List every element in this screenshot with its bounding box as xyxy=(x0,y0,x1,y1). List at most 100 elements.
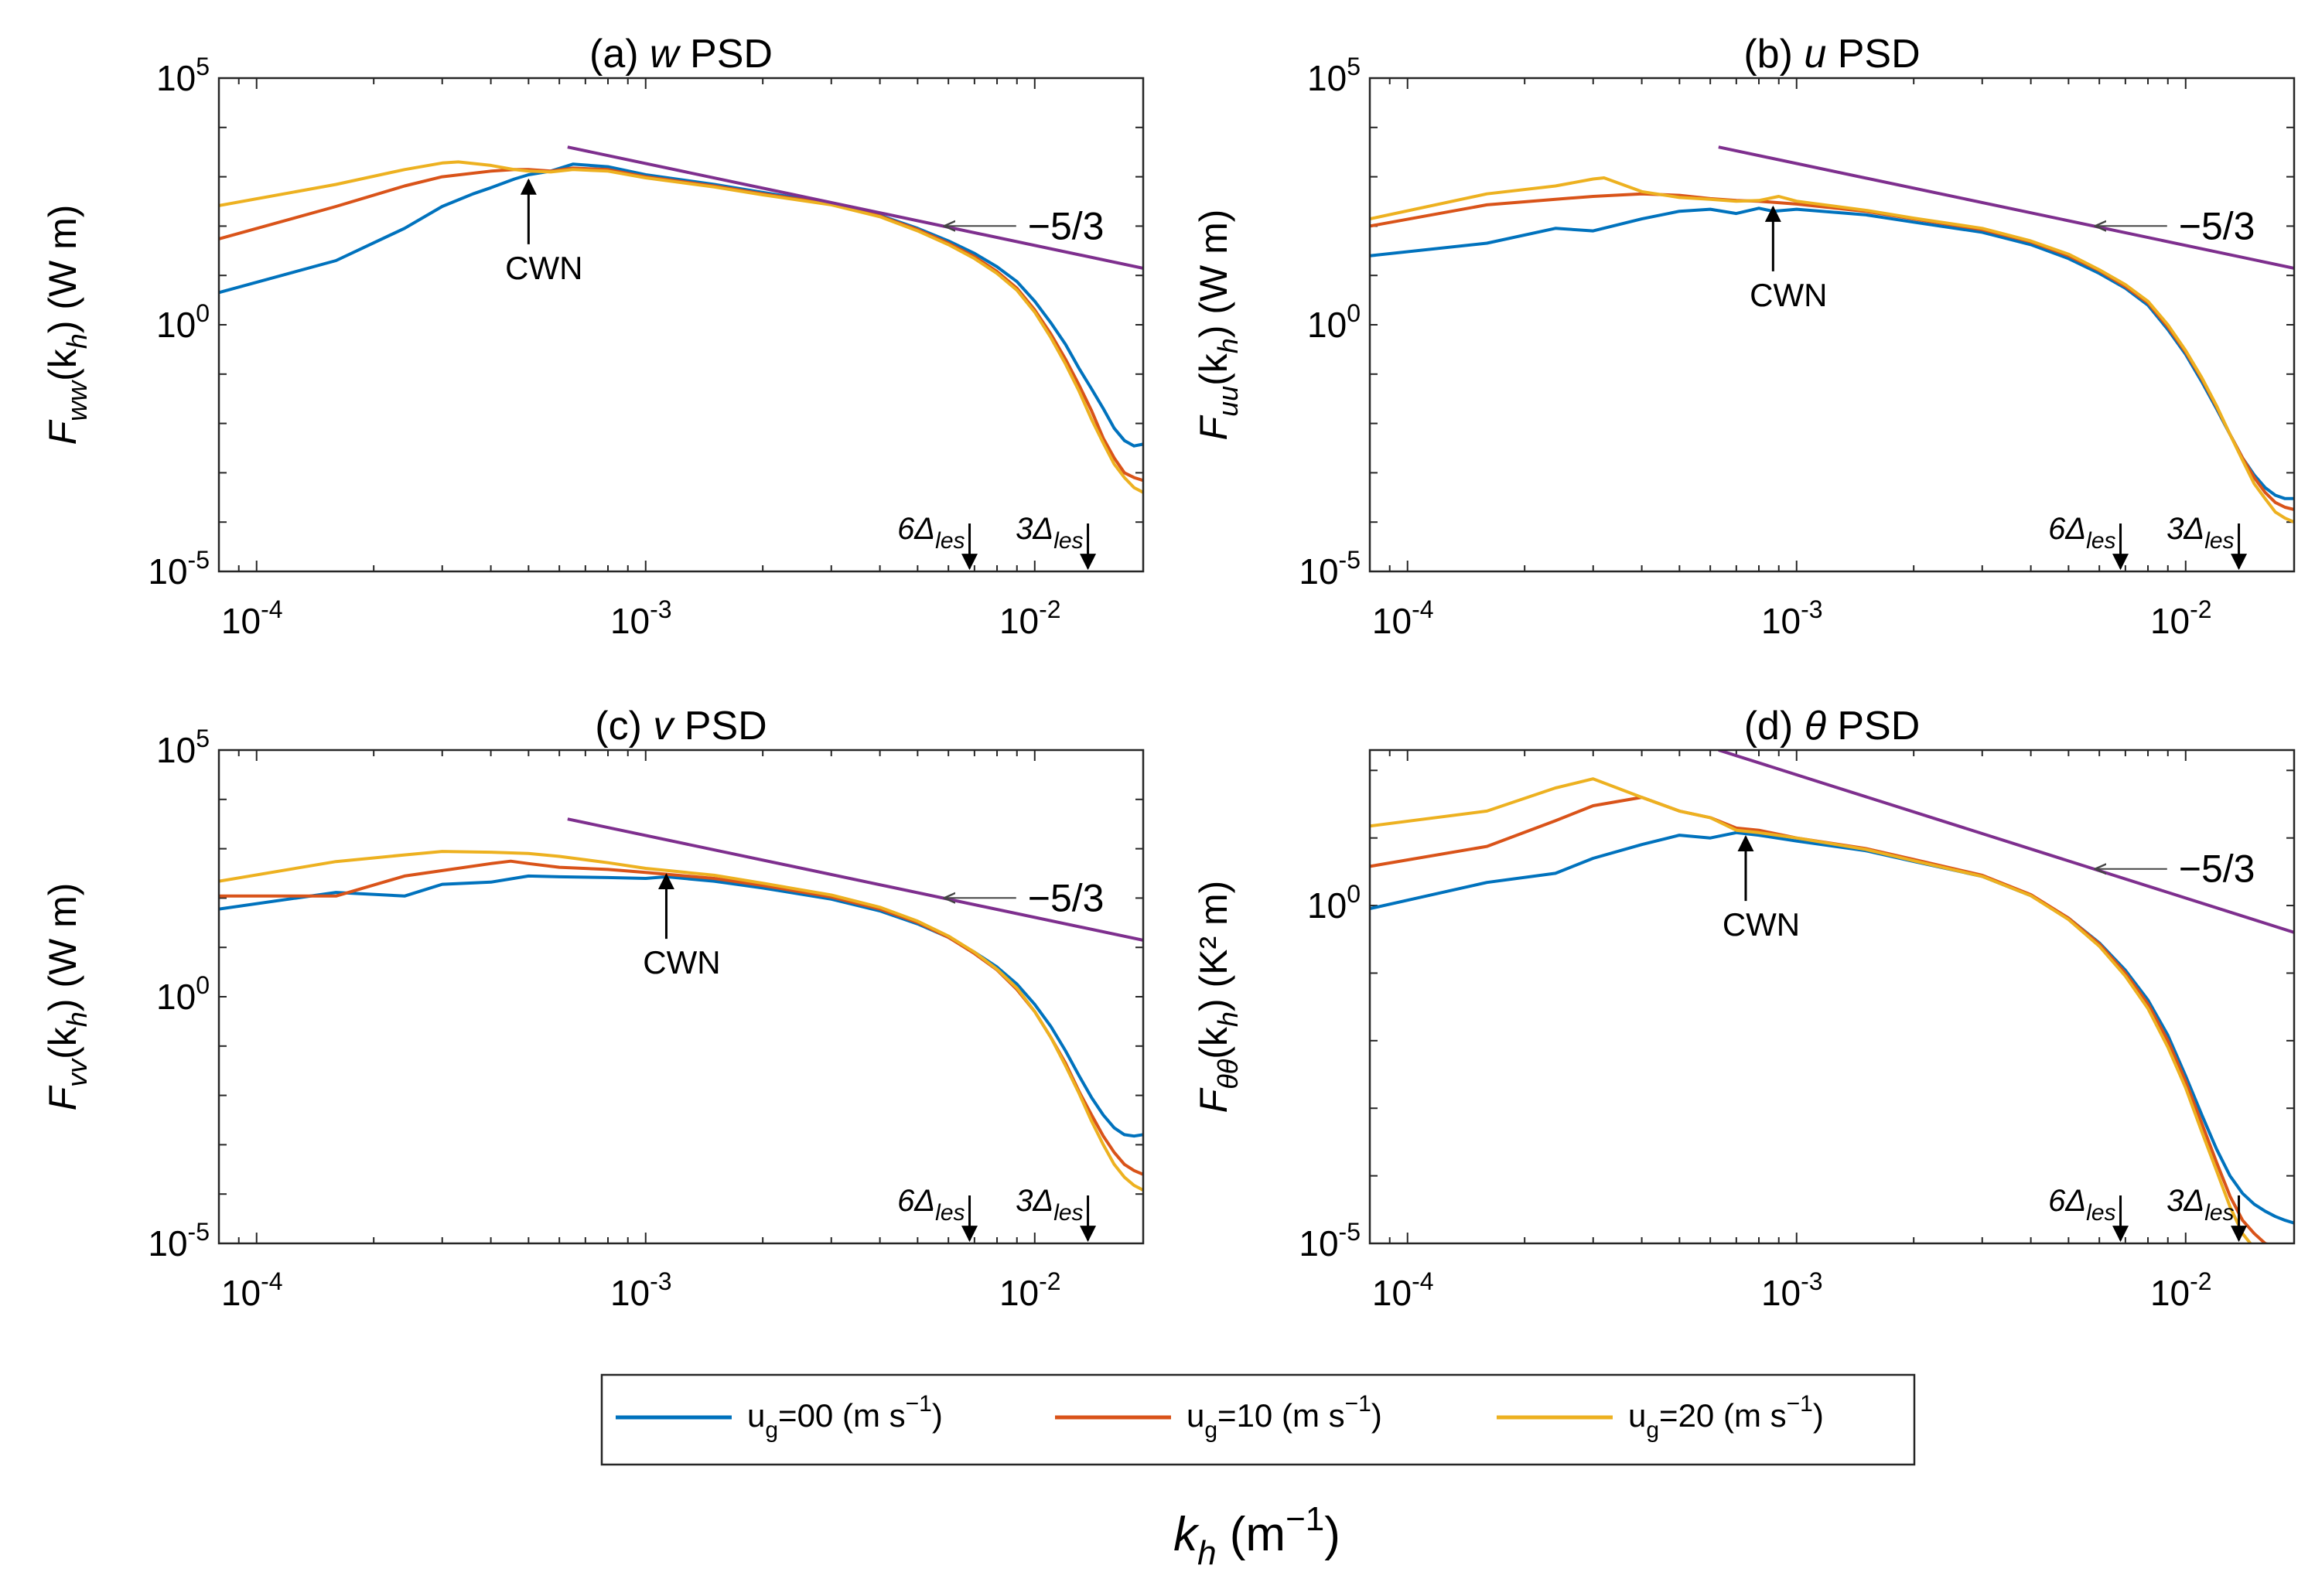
title-suffix: PSD xyxy=(673,704,767,749)
panel-title: (b) u PSD xyxy=(1743,32,1920,77)
title-prefix: (b) xyxy=(1743,32,1793,77)
delta3-label: 3Δles xyxy=(1016,1184,1083,1226)
ylabel-arg-subscript: h xyxy=(61,333,93,349)
tick-base: 10 xyxy=(1307,58,1347,98)
tick-base: 10 xyxy=(221,601,261,641)
slope-label: −5/3 xyxy=(1028,204,1105,247)
legend-exponent: −1 xyxy=(1787,1391,1813,1417)
tick-exponent: -5 xyxy=(188,1218,210,1246)
y-tick-label: 100 xyxy=(156,971,210,1017)
delta-symbol: 3Δ xyxy=(2166,512,2204,546)
ylabel-argument: (k xyxy=(1192,1026,1235,1059)
tick-exponent: -2 xyxy=(2190,1267,2211,1295)
tick-base: 10 xyxy=(610,1273,650,1313)
delta-subscript: les xyxy=(1053,1200,1083,1226)
x-tick-label: 10-2 xyxy=(2150,1267,2212,1313)
slope-reference-line xyxy=(1718,750,2294,934)
tick-exponent: 5 xyxy=(1347,53,1361,80)
legend-exponent: −1 xyxy=(1345,1391,1371,1417)
legend-value: =20 (m s xyxy=(1659,1397,1787,1434)
y-axis-label: Fuu(kh) (W m) xyxy=(1192,210,1244,441)
delta-subscript: les xyxy=(2204,528,2234,554)
cwn-label: CWN xyxy=(505,250,582,286)
x-tick-label: 10-2 xyxy=(999,595,1061,641)
y-axis-label: Fvv(kh) (W m) xyxy=(41,883,93,1111)
tick-base: 10 xyxy=(1307,885,1347,926)
legend-value: =10 (m s xyxy=(1217,1397,1345,1434)
title-variable: v xyxy=(642,704,675,749)
ylabel-symbol: F xyxy=(1192,1087,1235,1113)
delta3-label: 3Δles xyxy=(2166,512,2234,554)
tick-exponent: -5 xyxy=(188,546,210,574)
tick-exponent: 0 xyxy=(196,971,210,999)
ylabel-argument: (k xyxy=(1192,353,1235,386)
delta-subscript: les xyxy=(1053,528,1083,554)
ylabel-subscript: vv xyxy=(61,1058,93,1087)
plot-area xyxy=(219,817,1143,1192)
tick-exponent: 0 xyxy=(1347,299,1361,327)
ylabel-unit: ) (W m) xyxy=(1192,210,1235,339)
tick-base: 10 xyxy=(1761,601,1801,641)
slope-label: −5/3 xyxy=(2179,847,2255,891)
y-tick-label: 105 xyxy=(156,725,210,770)
title-prefix: (d) xyxy=(1744,704,1794,749)
ylabel-argument: (k xyxy=(41,348,84,381)
delta6-label: 6Δles xyxy=(897,512,965,554)
title-variable: θ xyxy=(1793,704,1826,749)
ylabel-unit: ) (K² m) xyxy=(1192,881,1235,1011)
title-variable: w xyxy=(639,32,681,77)
legend-subscript: g xyxy=(1204,1417,1217,1443)
legend-value: =00 (m s xyxy=(778,1397,906,1434)
ylabel-symbol: F xyxy=(41,1085,84,1110)
y-tick-label: 10-5 xyxy=(1299,546,1361,592)
x-tick-label: 10-2 xyxy=(999,1267,1061,1313)
tick-exponent: -2 xyxy=(2190,595,2211,623)
tick-base: 10 xyxy=(1307,305,1347,345)
title-suffix: PSD xyxy=(1826,704,1920,749)
tick-base: 10 xyxy=(156,977,196,1017)
delta-symbol: 3Δ xyxy=(1016,512,1053,546)
tick-exponent: -3 xyxy=(1801,1267,1822,1295)
y-tick-label: 100 xyxy=(1307,299,1361,345)
ylabel-subscript: ww xyxy=(61,380,93,421)
plot-area xyxy=(1370,750,2294,1243)
tick-base: 10 xyxy=(148,1223,187,1264)
tick-exponent: 5 xyxy=(196,53,210,80)
ylabel-arg-subscript: h xyxy=(61,1011,93,1027)
y-tick-label: 100 xyxy=(156,299,210,345)
panel-title: (d) θ PSD xyxy=(1744,704,1921,749)
panel-title: (c) v PSD xyxy=(595,704,767,749)
tick-exponent: -2 xyxy=(1039,595,1060,623)
x-tick-label: 10-3 xyxy=(1761,595,1823,641)
legend-close: ) xyxy=(932,1397,943,1434)
tick-base: 10 xyxy=(2150,1273,2190,1313)
legend-label-0: ug=00 (m s−1) xyxy=(747,1391,943,1443)
series-line-u_g=10 xyxy=(219,166,1143,483)
y-axis-label: Fww(kh) (W m) xyxy=(41,205,93,445)
ylabel-arg-subscript: h xyxy=(1212,1011,1244,1027)
legend: ug=00 (m s−1) ug=10 (m s−1) ug=20 (m s−1) xyxy=(600,1373,1916,1466)
xlabel-symbol: k xyxy=(1173,1508,1200,1561)
x-tick-label: 10-4 xyxy=(221,1267,283,1313)
tick-exponent: 5 xyxy=(196,725,210,752)
x-tick-label: 10-4 xyxy=(1372,1267,1434,1313)
legend-close: ) xyxy=(1371,1397,1382,1434)
xlabel-exponent: −1 xyxy=(1286,1500,1324,1538)
legend-exponent: −1 xyxy=(906,1391,932,1417)
series-line-u_g=00 xyxy=(219,874,1143,1138)
slope-reference-line xyxy=(567,145,1143,270)
series-line-u_g=10 xyxy=(1370,192,2294,511)
series-line-u_g=20 xyxy=(1370,777,2253,1243)
ylabel-subscript: uu xyxy=(1212,386,1244,417)
x-tick-label: 10-2 xyxy=(2150,595,2212,641)
tick-exponent: -4 xyxy=(261,1267,282,1295)
slope-label: −5/3 xyxy=(2179,204,2255,247)
y-tick-label: 10-5 xyxy=(1299,1218,1361,1264)
tick-base: 10 xyxy=(156,730,196,770)
delta6-label: 6Δles xyxy=(2048,512,2115,554)
x-tick-label: 10-3 xyxy=(610,1267,672,1313)
tick-base: 10 xyxy=(1372,1273,1412,1313)
